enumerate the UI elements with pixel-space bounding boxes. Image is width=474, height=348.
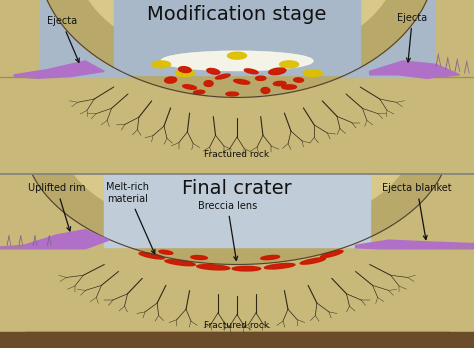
Polygon shape — [104, 139, 370, 202]
Ellipse shape — [255, 76, 266, 80]
Ellipse shape — [152, 61, 171, 68]
Polygon shape — [0, 332, 474, 348]
Polygon shape — [24, 139, 450, 264]
Ellipse shape — [161, 51, 313, 70]
Ellipse shape — [245, 69, 258, 74]
Polygon shape — [0, 0, 38, 174]
Polygon shape — [76, 0, 398, 63]
Ellipse shape — [179, 67, 191, 72]
Polygon shape — [76, 0, 398, 63]
Ellipse shape — [303, 70, 322, 77]
Polygon shape — [0, 230, 109, 249]
Polygon shape — [370, 61, 460, 78]
Text: Ejecta: Ejecta — [46, 16, 79, 62]
Polygon shape — [450, 157, 474, 348]
Ellipse shape — [204, 81, 213, 86]
Ellipse shape — [300, 258, 326, 264]
Ellipse shape — [193, 90, 205, 94]
Polygon shape — [0, 247, 474, 348]
Polygon shape — [0, 332, 474, 348]
Text: Fractured rock: Fractured rock — [204, 321, 270, 330]
Polygon shape — [14, 61, 104, 78]
Ellipse shape — [216, 74, 230, 79]
Text: Ejecta blanket: Ejecta blanket — [383, 183, 452, 239]
Ellipse shape — [161, 51, 313, 70]
Ellipse shape — [269, 68, 286, 75]
Text: Ejecta: Ejecta — [397, 13, 428, 62]
Polygon shape — [114, 0, 360, 75]
Polygon shape — [38, 0, 436, 77]
Ellipse shape — [139, 253, 164, 259]
Ellipse shape — [197, 264, 230, 270]
Ellipse shape — [182, 85, 197, 89]
Ellipse shape — [261, 87, 270, 94]
Text: Breccia lens: Breccia lens — [198, 201, 257, 260]
Bar — [0, 77, 474, 174]
Polygon shape — [0, 77, 52, 174]
Ellipse shape — [175, 70, 194, 77]
Polygon shape — [0, 157, 24, 348]
Ellipse shape — [207, 69, 220, 74]
Polygon shape — [356, 240, 474, 249]
Polygon shape — [62, 139, 412, 233]
Bar — [0, 332, 474, 348]
Ellipse shape — [294, 78, 303, 82]
Text: Melt-rich
material: Melt-rich material — [107, 182, 155, 254]
Ellipse shape — [280, 61, 299, 68]
Polygon shape — [114, 0, 360, 28]
Ellipse shape — [191, 255, 207, 260]
Ellipse shape — [232, 267, 261, 271]
Text: Final crater: Final crater — [182, 179, 292, 198]
Ellipse shape — [226, 92, 238, 96]
Text: Uplifted rim: Uplifted rim — [28, 183, 86, 231]
Polygon shape — [436, 0, 474, 174]
Polygon shape — [104, 157, 370, 247]
Ellipse shape — [228, 52, 246, 59]
Polygon shape — [38, 0, 436, 97]
Polygon shape — [422, 77, 474, 174]
Polygon shape — [38, 0, 436, 97]
Text: Modification stage: Modification stage — [147, 5, 327, 24]
Ellipse shape — [264, 263, 295, 269]
Ellipse shape — [234, 79, 250, 84]
Ellipse shape — [261, 255, 280, 260]
Ellipse shape — [164, 77, 177, 83]
Ellipse shape — [320, 251, 343, 258]
Ellipse shape — [282, 85, 297, 89]
Polygon shape — [0, 157, 474, 348]
Polygon shape — [114, 0, 360, 28]
Text: Fractured rock: Fractured rock — [204, 150, 270, 159]
Ellipse shape — [273, 81, 286, 86]
Ellipse shape — [159, 250, 173, 254]
Ellipse shape — [165, 260, 195, 266]
